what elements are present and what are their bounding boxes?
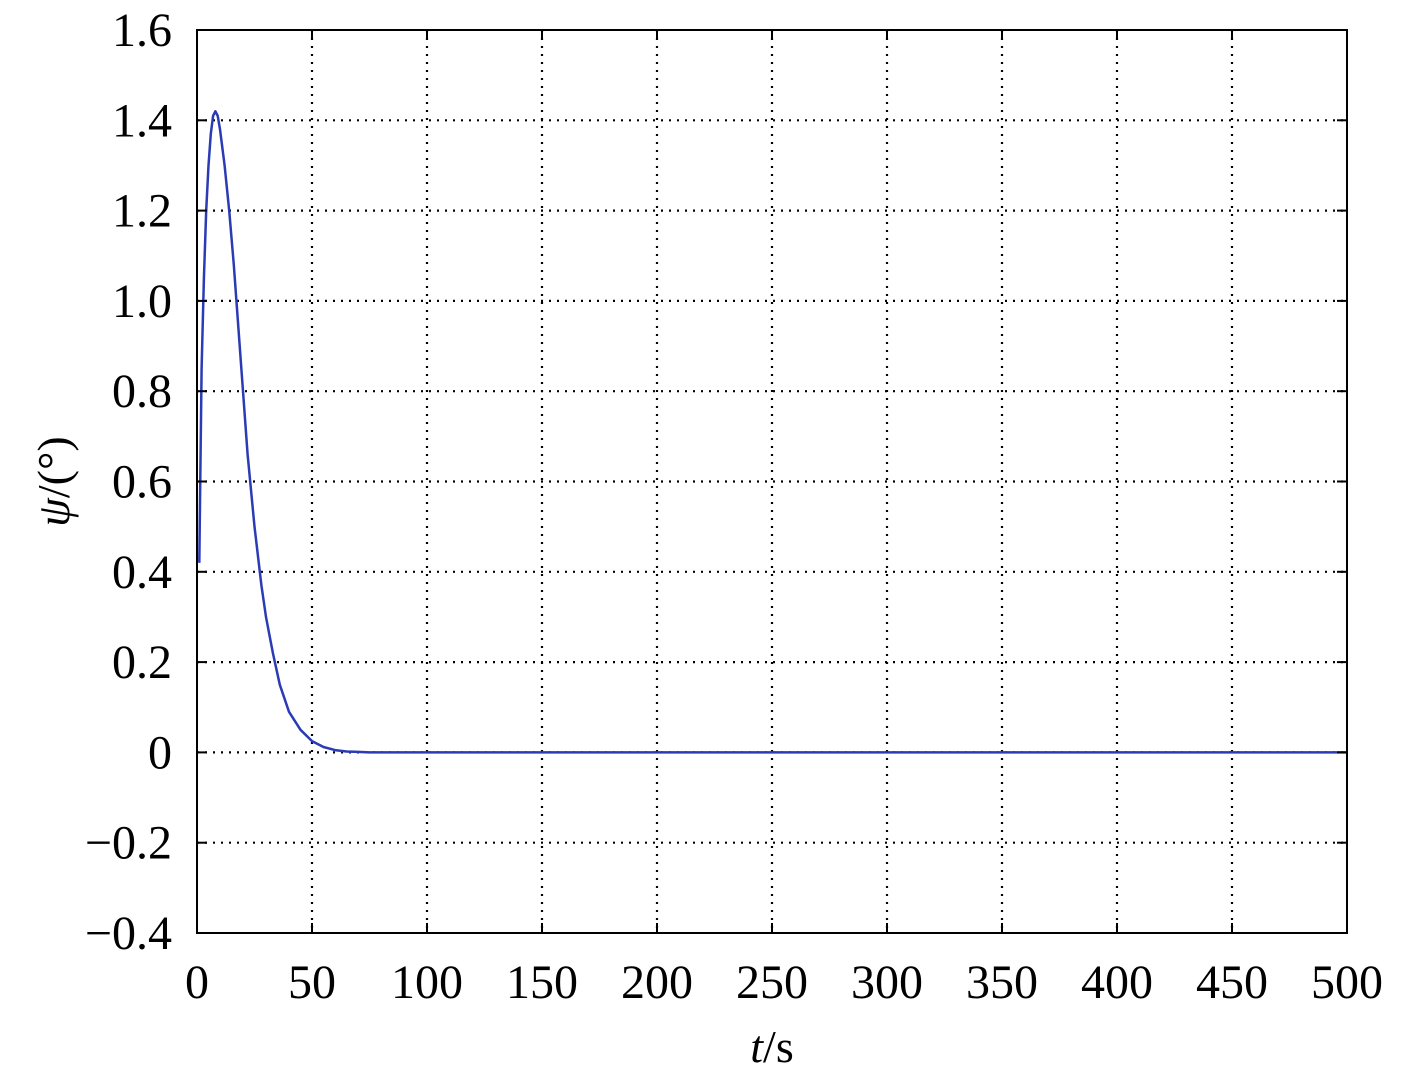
x-tick-label: 400	[1081, 956, 1153, 1009]
x-tick-label: 300	[851, 956, 923, 1009]
x-tick-label: 50	[288, 956, 336, 1009]
x-tick-labels: 0 50 100 150 200 250 300 350 400 450 500	[185, 956, 1383, 1009]
y-tick-label: −0.2	[85, 817, 172, 870]
x-axis-label-unit: /s	[763, 1021, 794, 1068]
x-tick-label: 200	[621, 956, 693, 1009]
y-tick-label: 1.6	[112, 4, 172, 57]
y-tick-label: 1.2	[112, 185, 172, 238]
y-tick-label: 1.0	[112, 275, 172, 328]
x-tick-label: 150	[506, 956, 578, 1009]
y-tick-label: 0	[148, 726, 172, 779]
y-axis-label: ψ/(°)	[28, 436, 79, 526]
series-line	[198, 110, 1347, 754]
y-axis-label-var: ψ	[28, 497, 79, 527]
x-tick-label: 0	[185, 956, 209, 1009]
y-tick-labels: −0.4 −0.2 0 0.2 0.4 0.6 0.8 1.0 1.2 1.4 1.6	[85, 4, 172, 960]
x-axis-label-var: t	[750, 1021, 764, 1068]
series-layer	[198, 110, 1347, 754]
tick-layer	[196, 29, 1348, 934]
x-tick-label: 350	[966, 956, 1038, 1009]
x-tick-label: 450	[1196, 956, 1268, 1009]
x-tick-label: 500	[1311, 956, 1383, 1009]
y-tick-label: 1.4	[112, 94, 172, 147]
y-tick-label: 0.4	[112, 546, 172, 599]
y-tick-label: −0.4	[85, 907, 172, 960]
x-tick-label: 250	[736, 956, 808, 1009]
y-tick-label: 0.8	[112, 365, 172, 418]
y-tick-label: 0.6	[112, 456, 172, 509]
x-tick-label: 100	[391, 956, 463, 1009]
x-axis-label: t/s	[750, 1021, 793, 1068]
y-tick-label: 0.2	[112, 636, 172, 689]
y-axis-label-unit: /(°)	[28, 436, 79, 498]
grid-layer	[197, 30, 1347, 933]
